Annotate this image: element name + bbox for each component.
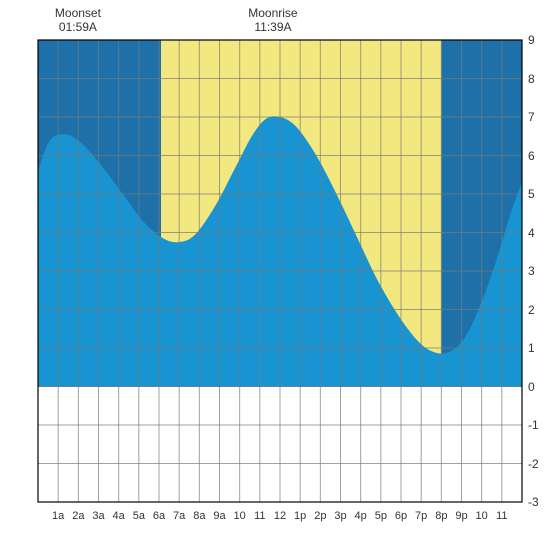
- tide-chart: -3-2-101234567891a2a3a4a5a6a7a8a9a101112…: [0, 0, 550, 550]
- moonset-time: 01:59A: [48, 20, 108, 34]
- x-tick-label: 5a: [133, 510, 145, 522]
- x-tick-label: 1p: [294, 510, 306, 522]
- x-tick-label: 4a: [113, 510, 125, 522]
- x-tick-label: 10: [234, 510, 246, 522]
- y-tick-label: -2: [528, 457, 539, 471]
- chart-svg: [0, 0, 550, 550]
- y-tick-label: -1: [528, 418, 539, 432]
- x-tick-label: 11: [496, 510, 507, 522]
- y-tick-label: -3: [528, 495, 539, 509]
- x-tick-label: 2a: [72, 510, 84, 522]
- x-tick-label: 9a: [213, 510, 225, 522]
- x-tick-label: 3a: [92, 510, 104, 522]
- x-tick-label: 9p: [455, 510, 467, 522]
- moonrise-time: 11:39A: [243, 20, 303, 34]
- moonset-label: Moonset01:59A: [48, 6, 108, 35]
- x-tick-label: 6a: [153, 510, 165, 522]
- y-tick-label: 5: [528, 187, 535, 201]
- y-tick-label: 1: [528, 341, 535, 355]
- x-tick-label: 7a: [173, 510, 185, 522]
- x-tick-label: 1a: [52, 510, 64, 522]
- y-tick-label: 8: [528, 72, 535, 86]
- y-tick-label: 0: [528, 380, 535, 394]
- y-tick-label: 4: [528, 226, 535, 240]
- x-tick-label: 11: [254, 510, 265, 522]
- x-tick-label: 8a: [193, 510, 205, 522]
- moonset-title: Moonset: [55, 6, 101, 20]
- x-tick-label: 7p: [415, 510, 427, 522]
- x-tick-label: 2p: [314, 510, 326, 522]
- x-tick-label: 10: [476, 510, 488, 522]
- y-tick-label: 9: [528, 33, 535, 47]
- moonrise-label: Moonrise11:39A: [243, 6, 303, 35]
- moonrise-title: Moonrise: [248, 6, 297, 20]
- x-tick-label: 3p: [334, 510, 346, 522]
- y-tick-label: 7: [528, 110, 535, 124]
- y-tick-label: 6: [528, 149, 535, 163]
- x-tick-label: 5p: [375, 510, 387, 522]
- y-tick-label: 3: [528, 264, 535, 278]
- y-tick-label: 2: [528, 303, 535, 317]
- x-tick-label: 4p: [355, 510, 367, 522]
- x-tick-label: 6p: [395, 510, 407, 522]
- x-tick-label: 12: [274, 510, 286, 522]
- x-tick-label: 8p: [435, 510, 447, 522]
